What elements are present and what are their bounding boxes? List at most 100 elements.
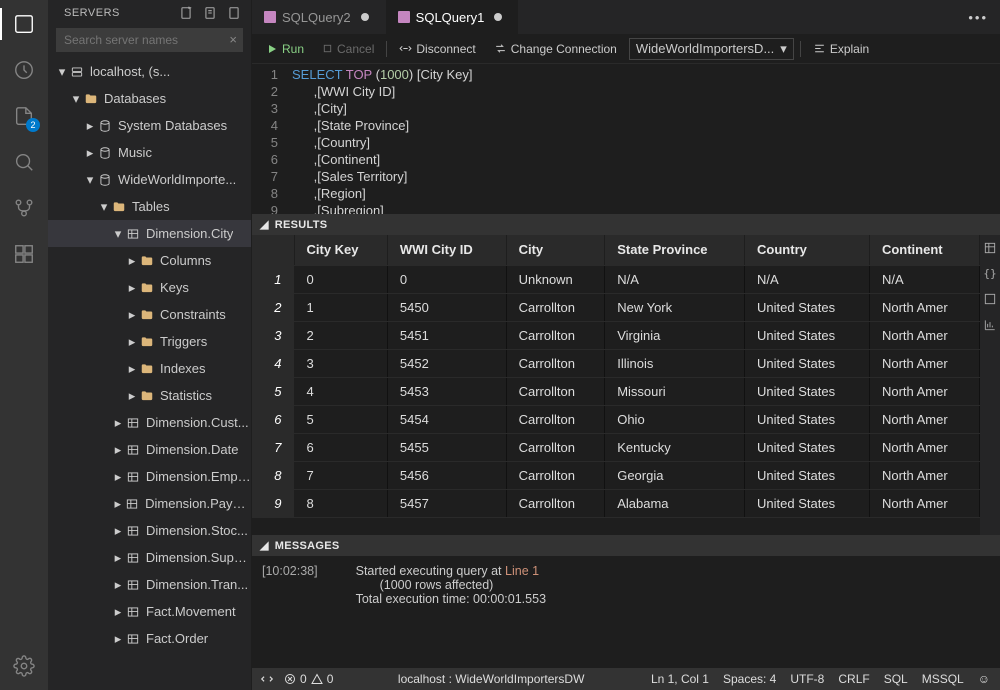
cell[interactable]: Georgia: [605, 461, 745, 489]
cell[interactable]: United States: [745, 433, 870, 461]
messages-header[interactable]: ◢ MESSAGES: [252, 535, 1000, 556]
activity-branch-icon[interactable]: [12, 196, 36, 220]
explain-button[interactable]: Explain: [807, 40, 875, 58]
cell[interactable]: North Amer: [869, 377, 979, 405]
save-json-icon[interactable]: {}: [983, 267, 996, 280]
table-row[interactable]: 215450CarrolltonNew YorkUnited StatesNor…: [252, 293, 980, 321]
cell[interactable]: North Amer: [869, 433, 979, 461]
table-row[interactable]: 325451CarrolltonVirginiaUnited StatesNor…: [252, 321, 980, 349]
cell[interactable]: 5457: [387, 489, 506, 517]
status-server[interactable]: MSSQL: [922, 672, 964, 686]
cell[interactable]: Kentucky: [605, 433, 745, 461]
new-connection-icon[interactable]: [179, 6, 193, 20]
cell[interactable]: 3: [294, 349, 387, 377]
chart-icon[interactable]: [983, 318, 997, 332]
tree-node[interactable]: ▸Dimension.Date: [48, 436, 251, 463]
clear-search-icon[interactable]: ×: [229, 32, 237, 47]
activity-settings-icon[interactable]: [12, 654, 36, 678]
cell[interactable]: Virginia: [605, 321, 745, 349]
tree-node[interactable]: ▸Constraints: [48, 301, 251, 328]
cell[interactable]: United States: [745, 349, 870, 377]
activity-dashboard-icon[interactable]: [12, 242, 36, 266]
cell[interactable]: Illinois: [605, 349, 745, 377]
tree-node[interactable]: ▸Fact.Movement: [48, 598, 251, 625]
tree-node[interactable]: ▾Databases: [48, 85, 251, 112]
tree-node[interactable]: ▸Indexes: [48, 355, 251, 382]
status-connection[interactable]: localhost : WideWorldImportersDW: [398, 672, 585, 686]
tree-node[interactable]: ▸Keys: [48, 274, 251, 301]
cancel-button[interactable]: Cancel: [316, 40, 380, 58]
refresh-icon[interactable]: [227, 6, 241, 20]
run-button[interactable]: Run: [260, 40, 310, 58]
tree-node[interactable]: ▸Statistics: [48, 382, 251, 409]
results-header[interactable]: ◢ RESULTS: [252, 214, 1000, 235]
column-header[interactable]: State Province: [605, 235, 745, 265]
cell[interactable]: North Amer: [869, 321, 979, 349]
cell[interactable]: North Amer: [869, 349, 979, 377]
results-grid-scroll[interactable]: City KeyWWI City IDCityState ProvinceCou…: [252, 235, 980, 535]
cell[interactable]: 5451: [387, 321, 506, 349]
cell[interactable]: North Amer: [869, 293, 979, 321]
column-header[interactable]: City: [506, 235, 605, 265]
table-row[interactable]: 655454CarrolltonOhioUnited StatesNorth A…: [252, 405, 980, 433]
status-language[interactable]: SQL: [884, 672, 908, 686]
activity-history-icon[interactable]: [12, 58, 36, 82]
code-editor[interactable]: 123456789 SELECT TOP (1000) [City Key] ,…: [252, 64, 1000, 214]
table-row[interactable]: 875456CarrolltonGeorgiaUnited StatesNort…: [252, 461, 980, 489]
table-row[interactable]: 765455CarrolltonKentuckyUnited StatesNor…: [252, 433, 980, 461]
cell[interactable]: 5456: [387, 461, 506, 489]
tree-node[interactable]: ▾localhost, (s...: [48, 58, 251, 85]
cell[interactable]: Carrollton: [506, 321, 605, 349]
status-spaces[interactable]: Spaces: 4: [723, 672, 776, 686]
tree-node[interactable]: ▸Dimension.Supp...: [48, 544, 251, 571]
cell[interactable]: Carrollton: [506, 461, 605, 489]
column-header[interactable]: City Key: [294, 235, 387, 265]
cell[interactable]: United States: [745, 321, 870, 349]
tree-node[interactable]: ▾Dimension.City: [48, 220, 251, 247]
cell[interactable]: Alabama: [605, 489, 745, 517]
cell[interactable]: N/A: [745, 265, 870, 293]
new-query-icon[interactable]: [203, 6, 217, 20]
save-excel-icon[interactable]: [983, 292, 997, 306]
cell[interactable]: United States: [745, 489, 870, 517]
activity-explorer-icon[interactable]: [12, 12, 36, 36]
editor-tab[interactable]: SQLQuery1: [386, 0, 520, 34]
status-encoding[interactable]: UTF-8: [790, 672, 824, 686]
status-remote[interactable]: [260, 672, 274, 686]
tree-node[interactable]: ▸Dimension.Empl...: [48, 463, 251, 490]
cell[interactable]: United States: [745, 377, 870, 405]
cell[interactable]: North Amer: [869, 405, 979, 433]
change-connection-button[interactable]: Change Connection: [488, 40, 623, 58]
disconnect-button[interactable]: Disconnect: [393, 40, 481, 58]
cell[interactable]: Carrollton: [506, 433, 605, 461]
save-csv-icon[interactable]: [983, 241, 997, 255]
cell[interactable]: N/A: [869, 265, 979, 293]
cell[interactable]: Carrollton: [506, 489, 605, 517]
status-cursor[interactable]: Ln 1, Col 1: [651, 672, 709, 686]
cell[interactable]: 2: [294, 321, 387, 349]
cell[interactable]: 5454: [387, 405, 506, 433]
cell[interactable]: 0: [387, 265, 506, 293]
cell[interactable]: 5: [294, 405, 387, 433]
tree-node[interactable]: ▸Dimension.Cust...: [48, 409, 251, 436]
cell[interactable]: Missouri: [605, 377, 745, 405]
cell[interactable]: United States: [745, 405, 870, 433]
table-row[interactable]: 435452CarrolltonIllinoisUnited StatesNor…: [252, 349, 980, 377]
cell[interactable]: N/A: [605, 265, 745, 293]
cell[interactable]: 0: [294, 265, 387, 293]
cell[interactable]: North Amer: [869, 489, 979, 517]
search-input[interactable]: [56, 28, 243, 52]
table-row[interactable]: 545453CarrolltonMissouriUnited StatesNor…: [252, 377, 980, 405]
message-link[interactable]: Line 1: [505, 564, 539, 578]
cell[interactable]: North Amer: [869, 461, 979, 489]
tree-node[interactable]: ▸Columns: [48, 247, 251, 274]
status-feedback-icon[interactable]: ☺: [978, 672, 990, 686]
activity-search-icon[interactable]: [12, 150, 36, 174]
activity-file-icon[interactable]: 2: [12, 104, 36, 128]
status-eol[interactable]: CRLF: [838, 672, 869, 686]
tree-node[interactable]: ▸System Databases: [48, 112, 251, 139]
cell[interactable]: Carrollton: [506, 377, 605, 405]
tree-node[interactable]: ▸Dimension.Stoc...: [48, 517, 251, 544]
tree-node[interactable]: ▸Dimension.Paym...: [48, 490, 251, 517]
code-area[interactable]: SELECT TOP (1000) [City Key] ,[WWI City …: [292, 64, 1000, 214]
